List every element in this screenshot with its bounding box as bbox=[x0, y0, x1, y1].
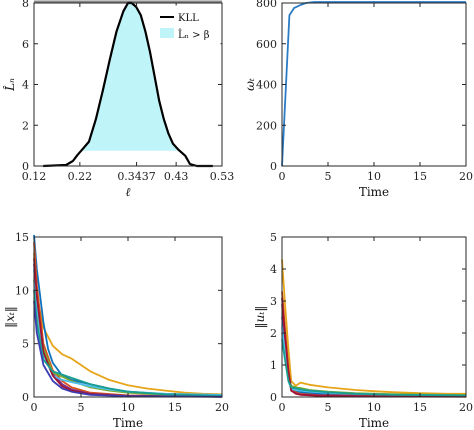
y-tick-label: 0 bbox=[22, 160, 29, 173]
y-axis-label: ‖xₜ‖ bbox=[3, 306, 17, 328]
y-tick-label: 2 bbox=[22, 119, 29, 132]
y-tick-label: 0 bbox=[22, 391, 29, 404]
x-axis-label: Time bbox=[359, 416, 389, 430]
series-line-3 bbox=[33, 242, 223, 398]
y-tick-label: 1 bbox=[270, 359, 277, 372]
chart-panel-3: 0 5 10 15 20 0 5 10 15 Time ‖xₜ‖ bbox=[3, 231, 229, 430]
y-axis-label: ‖uₜ‖ bbox=[253, 306, 267, 329]
y-tick-label: 0 bbox=[270, 160, 277, 173]
x-tick-label: 5 bbox=[325, 170, 332, 183]
x-tick-label: 5 bbox=[325, 401, 332, 414]
y-tick-label: 600 bbox=[256, 38, 277, 51]
y-tick-label: 4 bbox=[22, 79, 29, 92]
x-tick-label: 5 bbox=[78, 401, 85, 414]
x-tick-label: 0.43 bbox=[164, 170, 189, 183]
x-axis-label: Time bbox=[113, 416, 143, 430]
y-tick-label: 5 bbox=[270, 231, 277, 244]
series-line-2 bbox=[33, 234, 223, 397]
legend: KLL L̂ₙ > β bbox=[155, 5, 221, 45]
x-tick-label: 10 bbox=[367, 170, 381, 183]
y-tick-label: 5 bbox=[22, 338, 29, 351]
legend-label-kll: KLL bbox=[178, 13, 199, 24]
y-tick-label: 0 bbox=[270, 391, 277, 404]
x-tick-label: 0 bbox=[279, 401, 286, 414]
axes-box bbox=[281, 236, 467, 398]
series-line-5 bbox=[281, 332, 467, 396]
legend-swatch-fill bbox=[160, 28, 174, 38]
series-line-8 bbox=[281, 339, 467, 397]
x-tick-label: 10 bbox=[121, 401, 135, 414]
series-line-1 bbox=[281, 1, 466, 167]
y-tick-label: 3 bbox=[270, 295, 277, 308]
series-line-4 bbox=[281, 304, 467, 398]
x-tick-label: 15 bbox=[413, 170, 427, 183]
x-tick-label: 0.53 bbox=[210, 170, 235, 183]
series-line-3 bbox=[281, 291, 467, 398]
x-tick-label: 20 bbox=[215, 401, 229, 414]
y-tick-label: 2 bbox=[270, 327, 277, 340]
x-tick-label: 0 bbox=[279, 170, 286, 183]
series-line-1 bbox=[43, 1, 213, 168]
x-tick-label: 15 bbox=[413, 401, 427, 414]
y-tick-label: 10 bbox=[15, 284, 29, 297]
series-line-1 bbox=[33, 252, 223, 396]
series-line-8 bbox=[33, 290, 223, 397]
x-tick-label: 0.22 bbox=[68, 170, 93, 183]
y-axis-label: ωₜ bbox=[243, 78, 257, 91]
legend-label-threshold: L̂ₙ > β bbox=[177, 29, 209, 41]
x-tick-label: 0.3437 bbox=[117, 170, 156, 183]
y-tick-label: 15 bbox=[15, 231, 29, 244]
y-tick-label: 8 bbox=[22, 0, 29, 10]
x-axis-label: ℓ bbox=[126, 185, 131, 199]
chart-panel-4: 0 5 10 15 20 0 1 2 3 4 5 Time ‖uₜ‖ bbox=[253, 231, 473, 430]
y-tick-label: 400 bbox=[256, 79, 277, 92]
y-tick-label: 6 bbox=[22, 38, 29, 51]
axes-box bbox=[281, 2, 467, 167]
x-tick-label: 20 bbox=[459, 401, 473, 414]
y-tick-label: 200 bbox=[256, 119, 277, 132]
y-tick-label: 800 bbox=[256, 0, 277, 10]
series-line-1 bbox=[281, 259, 466, 395]
axes-box bbox=[33, 236, 223, 398]
x-tick-label: 0 bbox=[31, 401, 38, 414]
x-axis-label: Time bbox=[359, 185, 389, 199]
x-tick-label: 0.12 bbox=[22, 170, 47, 183]
chart-panel-1: 0.12 0.22 0.3437 0.43 0.53 0 2 4 6 8 ℓ L̂ₙ KLL L̂ₙ > … bbox=[2, 0, 234, 199]
y-tick-label: 4 bbox=[270, 263, 277, 276]
x-tick-label: 15 bbox=[168, 401, 182, 414]
series-line-5 bbox=[33, 279, 223, 397]
x-tick-label: 20 bbox=[459, 170, 473, 183]
series-line-7 bbox=[281, 297, 467, 398]
area-fill-above-threshold bbox=[81, 3, 180, 151]
series-line-9 bbox=[33, 300, 223, 398]
y-axis-label: L̂ₙ bbox=[2, 78, 17, 92]
x-tick-label: 10 bbox=[367, 401, 381, 414]
